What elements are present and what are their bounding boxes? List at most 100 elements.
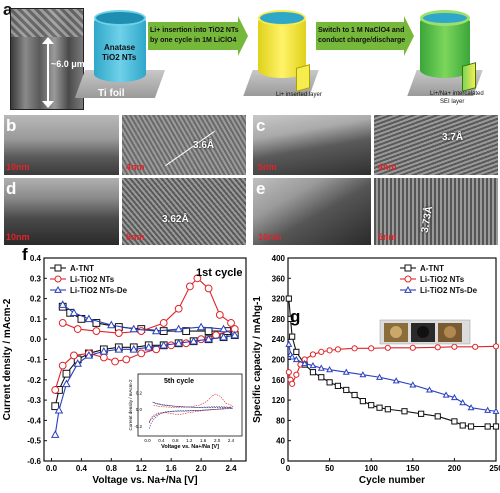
data-point xyxy=(182,327,191,335)
panel-g-label: g xyxy=(290,307,300,326)
data-point xyxy=(442,391,450,398)
sei-layer-fragment xyxy=(462,62,476,92)
legend-label: A-TNT xyxy=(420,264,444,273)
panel-b-scale-right: 4nm xyxy=(126,162,145,172)
data-point xyxy=(159,319,168,327)
data-point xyxy=(401,408,408,415)
panel-c-label: c xyxy=(256,116,266,135)
data-point xyxy=(376,404,383,411)
data-point xyxy=(425,386,433,393)
data-point xyxy=(326,366,334,373)
data-point xyxy=(54,405,64,414)
inset-x-tick-label: 1.2 xyxy=(186,438,193,443)
data-point xyxy=(384,406,391,413)
x-tick-label: 50 xyxy=(325,464,334,473)
inset-y-tick-label: -0.2 xyxy=(134,424,142,429)
data-point xyxy=(219,332,228,341)
data-point xyxy=(159,340,168,349)
x-tick-label: 100 xyxy=(365,464,379,473)
data-point xyxy=(204,284,213,293)
data-point xyxy=(144,342,153,351)
y-tick-label: 240 xyxy=(272,335,286,344)
data-point xyxy=(472,343,479,350)
y-tick-label: 280 xyxy=(272,315,286,324)
data-point xyxy=(368,345,375,352)
data-point xyxy=(62,379,71,388)
step2-line2: conduct charge/discharge xyxy=(318,37,406,44)
step1-line2: by one cycle in 1M LiClO4 xyxy=(150,37,237,44)
tube-label-2: TiO2 NTs xyxy=(102,53,137,62)
panel-b-label: b xyxy=(6,116,17,135)
data-point xyxy=(58,361,67,370)
y-tick-label: 160 xyxy=(272,376,286,385)
step2-line1: Switch to 1 M NaClO4 and xyxy=(318,27,405,34)
inset-x-tick-label: 2.0 xyxy=(214,438,221,443)
x-tick-label: 150 xyxy=(406,464,420,473)
data-point xyxy=(167,341,176,350)
series-line-0 xyxy=(288,298,496,428)
data-point xyxy=(219,324,228,333)
legend-label: Li-TiO2 NTs xyxy=(70,275,115,284)
data-point xyxy=(467,404,475,411)
panel-e-label: e xyxy=(256,179,266,198)
data-point xyxy=(215,310,224,319)
data-point xyxy=(318,348,325,355)
y-axis-label: Current density / mAcm-2 xyxy=(2,298,13,420)
data-point xyxy=(174,304,183,313)
data-point xyxy=(484,406,492,413)
panel-b-d-spacing: 3.6Å xyxy=(193,140,215,151)
x-tick-label: 0.0 xyxy=(46,464,58,473)
electrode-photos-inset xyxy=(379,319,471,345)
x-tick-label: 2.4 xyxy=(225,464,237,473)
data-point xyxy=(450,393,458,401)
data-point xyxy=(182,339,191,348)
panel-b-left-image xyxy=(3,114,120,176)
y-tick-label: 0 xyxy=(281,457,286,466)
first-cycle-annotation: 1st cycle xyxy=(196,267,242,279)
data-point xyxy=(309,361,317,369)
x-axis-label: Cycle number xyxy=(359,475,425,486)
x-tick-label: 1.2 xyxy=(136,464,148,473)
y-tick-label: -0.2 xyxy=(27,376,41,385)
y-tick-label: 400 xyxy=(272,254,286,263)
legend-marker xyxy=(404,285,412,293)
data-point xyxy=(99,353,108,362)
data-point xyxy=(58,300,67,308)
data-point xyxy=(434,413,441,420)
y-tick-label: -0.6 xyxy=(27,457,41,466)
data-point xyxy=(196,322,206,331)
panel-c-scale-left: 5nm xyxy=(258,162,277,172)
data-point xyxy=(174,324,183,333)
panel-d-d-spacing: 3.62Å xyxy=(162,214,189,225)
data-point xyxy=(492,423,500,430)
inset-y-label: Current density / mAcm-2 xyxy=(128,379,133,431)
sem-image: ~6.0 μm xyxy=(10,8,85,110)
legend-marker xyxy=(54,264,62,272)
inset-x-tick-label: 0.8 xyxy=(172,438,179,443)
panel-d-scale-left: 10nm xyxy=(6,232,30,242)
legend-marker xyxy=(54,285,62,293)
y-tick-label: -0.4 xyxy=(27,416,41,425)
data-point xyxy=(137,327,146,335)
inset-x-tick-label: 1.6 xyxy=(200,438,207,443)
data-point xyxy=(418,410,425,417)
data-point xyxy=(351,345,358,352)
inserted-layer-fragment xyxy=(296,64,310,92)
data-point xyxy=(62,369,71,378)
data-point xyxy=(293,348,300,355)
data-point xyxy=(492,343,500,350)
panel-c-d-spacing: 3.7Å xyxy=(442,132,464,143)
legend-marker xyxy=(404,264,412,272)
data-point xyxy=(114,329,123,338)
ti-foil-label: Ti foil xyxy=(98,88,125,99)
y-tick-label: 360 xyxy=(272,274,286,283)
data-point xyxy=(368,402,375,409)
inset-x-tick-label: 0.4 xyxy=(158,438,165,443)
data-point xyxy=(289,333,296,340)
x-tick-label: 0.8 xyxy=(106,464,118,473)
x-axis-label: Voltage vs. Na+/Na [V] xyxy=(92,475,197,486)
data-point xyxy=(84,351,94,359)
inset-x-tick-label: 2.4 xyxy=(228,438,235,443)
data-point xyxy=(193,274,202,283)
data-point xyxy=(99,346,109,355)
